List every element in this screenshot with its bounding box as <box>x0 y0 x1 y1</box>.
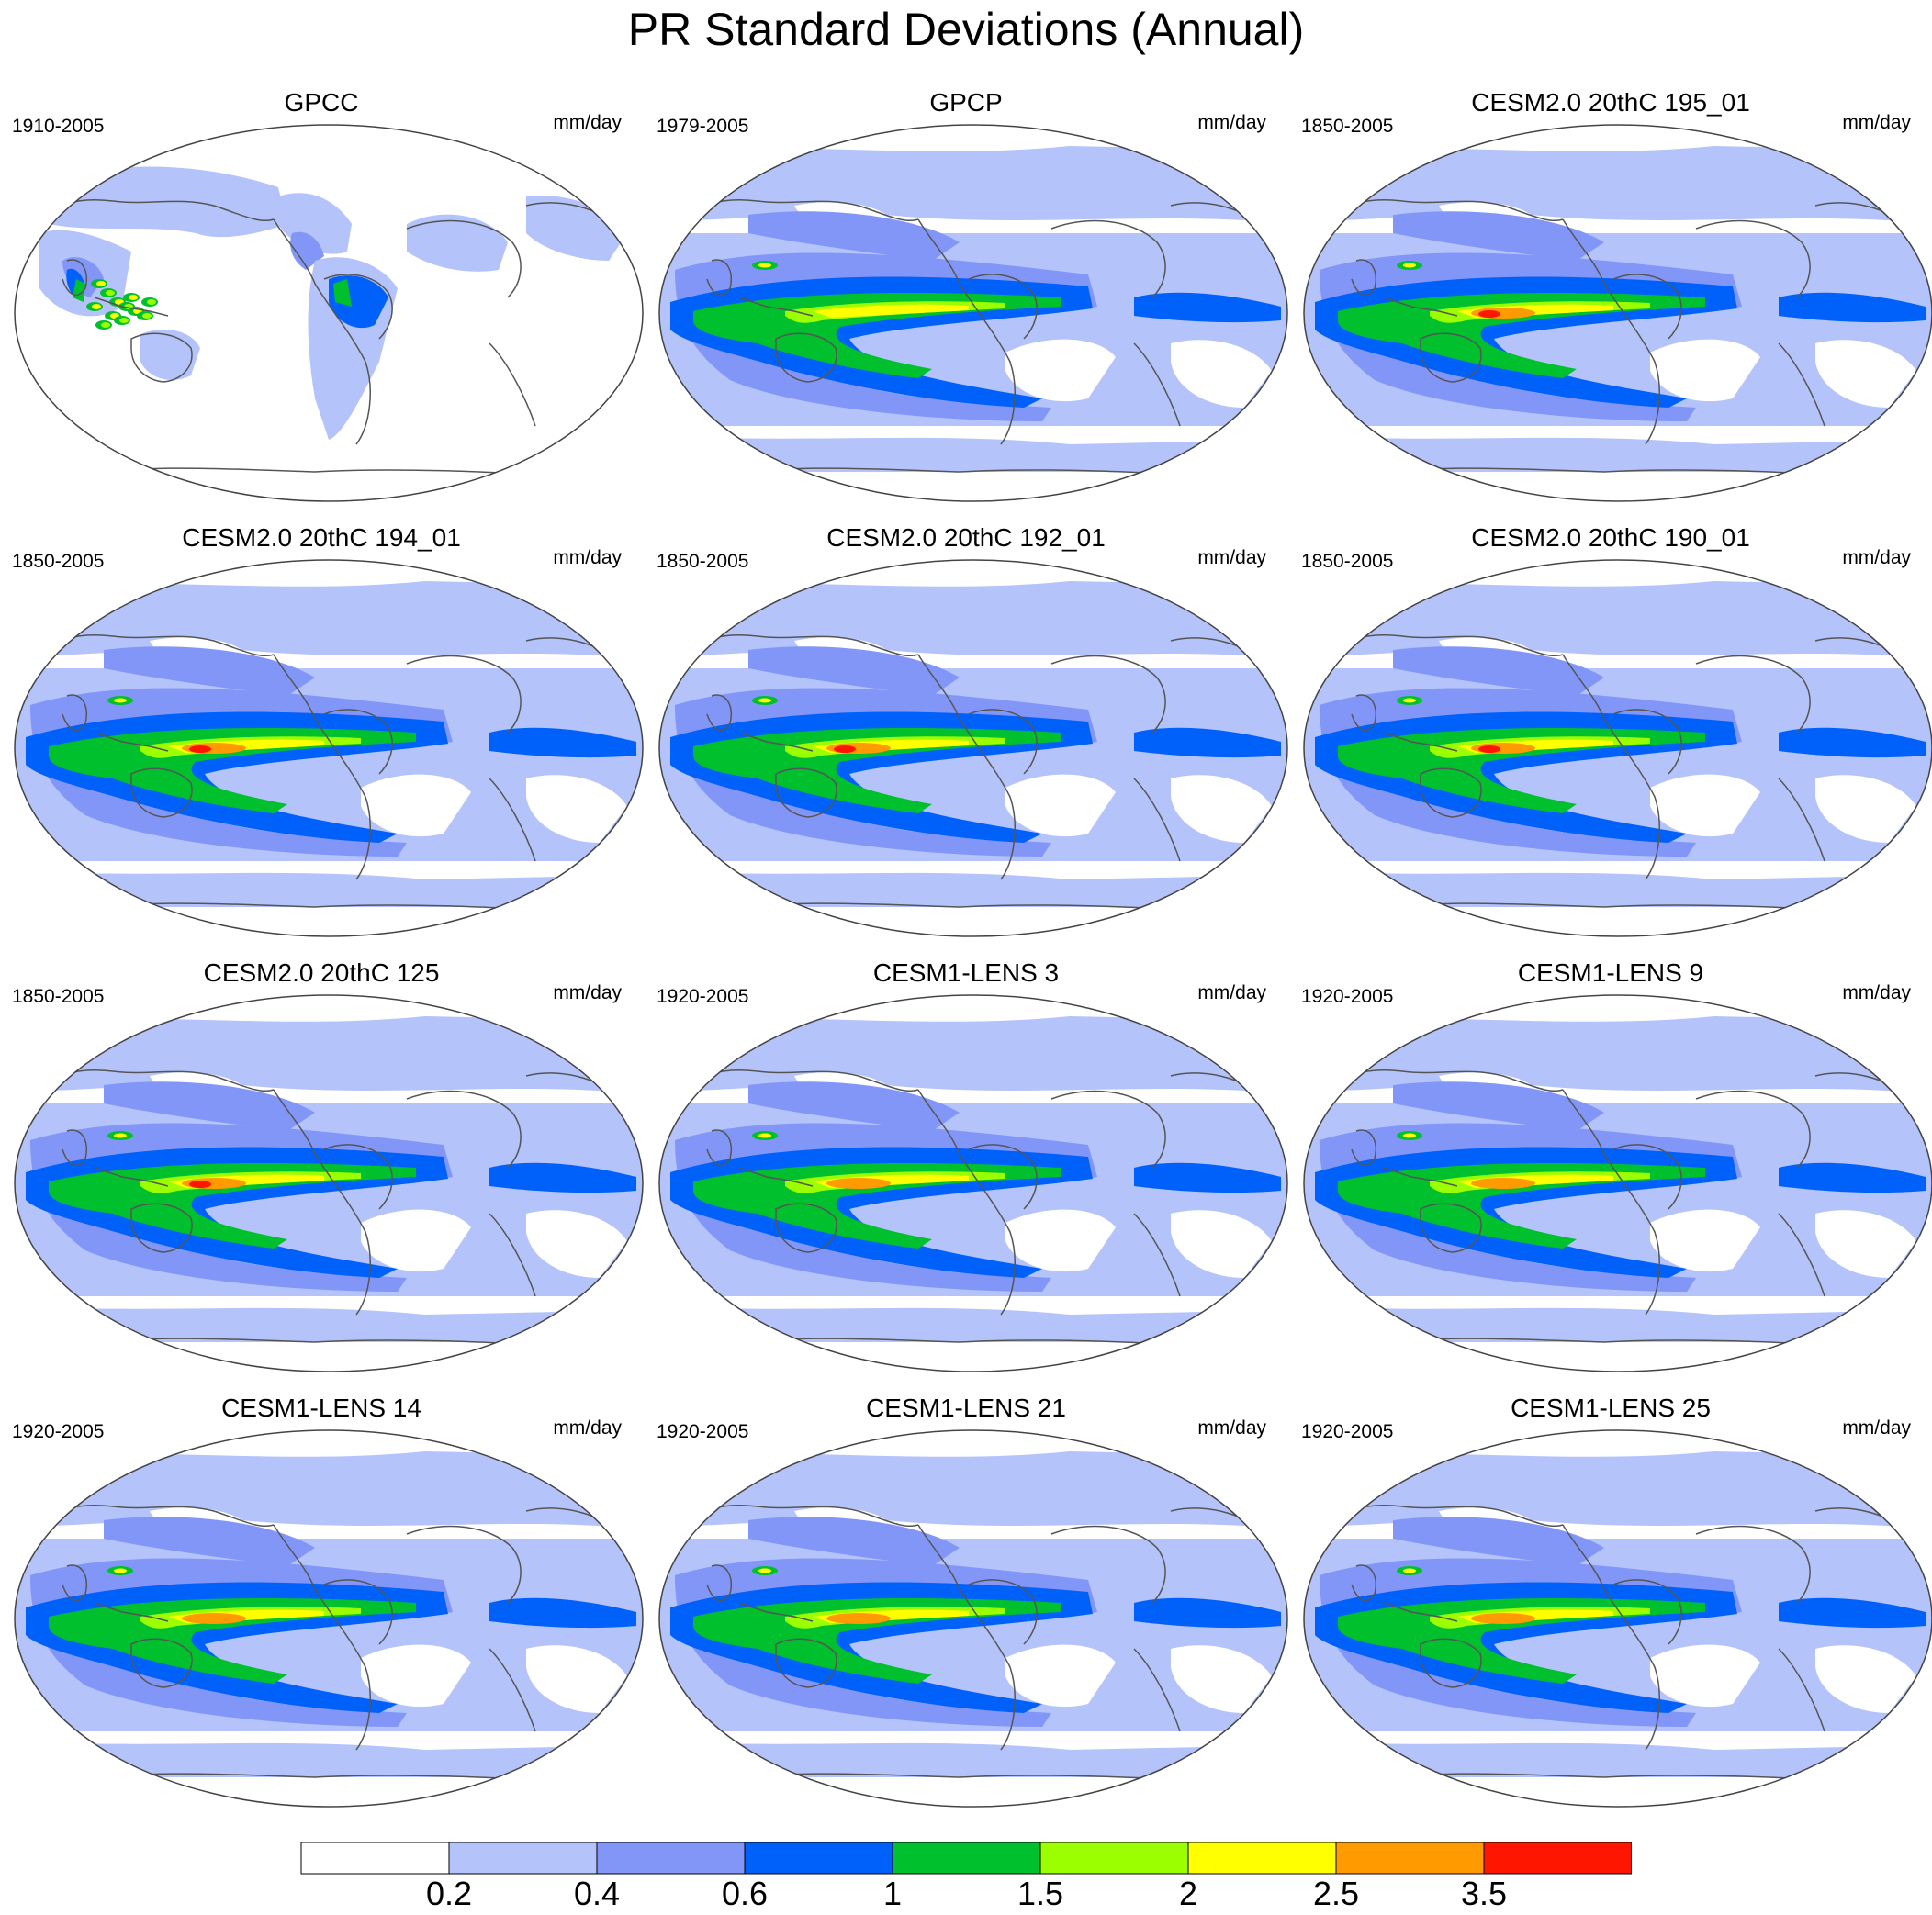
precip-std-map <box>658 1429 1288 1808</box>
colorbar-label: 2.5 <box>1312 1875 1360 1912</box>
map-panel: GPCP 1979-2005 mm/day <box>649 88 1288 524</box>
precip-std-map <box>14 1429 644 1808</box>
colorbar-box <box>596 1842 746 1875</box>
panel-years: 1850-2005 <box>657 551 749 572</box>
colorbar-label: 1.5 <box>1017 1875 1064 1912</box>
precip-std-map <box>658 994 1288 1372</box>
map-panel: CESM1-LENS 9 1920-2005 mm/day <box>1294 958 1932 1394</box>
panel-title: CESM1-LENS 25 <box>1511 1394 1711 1422</box>
panel-years: 1850-2005 <box>12 986 105 1007</box>
precip-std-map <box>658 124 1288 502</box>
panel-title: CESM1-LENS 21 <box>866 1394 1066 1422</box>
map-panel: CESM1-LENS 3 1920-2005 mm/day <box>649 958 1288 1394</box>
colorbar <box>300 1842 1632 1875</box>
panel-title: GPCC <box>284 88 359 117</box>
panel-title: GPCP <box>929 88 1003 117</box>
panel-title: CESM2.0 20thC 190_01 <box>1471 523 1750 552</box>
panel-units: mm/day <box>1197 112 1266 133</box>
panel-units: mm/day <box>1197 982 1266 1003</box>
colorbar-box <box>1039 1842 1189 1875</box>
precip-std-map <box>1303 994 1932 1372</box>
panel-units: mm/day <box>1842 1417 1911 1439</box>
colorbar-label: 3.5 <box>1460 1875 1508 1912</box>
colorbar-box <box>300 1842 450 1875</box>
colorbar-box <box>744 1842 893 1875</box>
precip-std-map <box>14 124 644 502</box>
panel-years: 1920-2005 <box>657 1421 749 1442</box>
map-panel: CESM2.0 20thC 190_01 1850-2005 mm/day <box>1294 523 1932 959</box>
colorbar-label: 0.6 <box>721 1875 769 1912</box>
panel-units: mm/day <box>1197 547 1266 568</box>
precip-std-map <box>1303 559 1932 937</box>
colorbar-box <box>1483 1842 1632 1875</box>
panel-years: 1850-2005 <box>12 551 105 572</box>
precip-std-map <box>1303 124 1932 502</box>
colorbar-label: 2 <box>1178 1875 1198 1912</box>
panel-title: CESM1-LENS 3 <box>872 958 1060 987</box>
map-panel: CESM1-LENS 25 1920-2005 mm/day <box>1294 1394 1932 1830</box>
panel-years: 1979-2005 <box>657 116 749 137</box>
panel-years: 1920-2005 <box>657 986 749 1007</box>
panel-units: mm/day <box>553 982 622 1003</box>
panel-units: mm/day <box>1842 982 1911 1003</box>
panel-title: CESM2.0 20thC 192_01 <box>826 523 1106 552</box>
precip-std-map <box>1303 1429 1932 1808</box>
panel-title: CESM1-LENS 14 <box>221 1394 421 1422</box>
map-panel: CESM2.0 20thC 195_01 1850-2005 mm/day <box>1294 88 1932 524</box>
panel-units: mm/day <box>1197 1417 1266 1439</box>
panel-years: 1910-2005 <box>12 116 105 137</box>
panel-units: mm/day <box>553 1417 622 1439</box>
precip-std-map <box>14 559 644 937</box>
colorbar-box <box>448 1842 598 1875</box>
map-panel: GPCC 1910-2005 mm/day <box>5 88 644 524</box>
colorbar-box <box>892 1842 1041 1875</box>
panel-title: CESM2.0 20thC 194_01 <box>182 523 461 552</box>
map-panel: CESM1-LENS 14 1920-2005 mm/day <box>5 1394 644 1830</box>
panel-units: mm/day <box>553 112 622 133</box>
map-panel: CESM2.0 20thC 194_01 1850-2005 mm/day <box>5 523 644 959</box>
panel-years: 1920-2005 <box>1301 1421 1394 1442</box>
panel-title: CESM2.0 20thC 125 <box>203 958 440 987</box>
panel-units: mm/day <box>1842 112 1911 133</box>
map-panel: CESM1-LENS 21 1920-2005 mm/day <box>649 1394 1288 1830</box>
map-panel: CESM2.0 20thC 192_01 1850-2005 mm/day <box>649 523 1288 959</box>
precip-std-map <box>14 994 644 1372</box>
colorbar-label: 0.2 <box>425 1875 473 1912</box>
panel-years: 1920-2005 <box>12 1421 105 1442</box>
colorbar-box <box>1335 1842 1485 1875</box>
panel-title: CESM2.0 20thC 195_01 <box>1471 88 1750 117</box>
panel-years: 1850-2005 <box>1301 551 1394 572</box>
panel-units: mm/day <box>1842 547 1911 568</box>
panel-years: 1920-2005 <box>1301 986 1394 1007</box>
precip-std-map <box>658 559 1288 937</box>
figure-title: PR Standard Deviations (Annual) <box>627 4 1305 55</box>
panel-units: mm/day <box>553 547 622 568</box>
panel-years: 1850-2005 <box>1301 116 1394 137</box>
colorbar-label: 0.4 <box>573 1875 621 1912</box>
colorbar-box <box>1187 1842 1337 1875</box>
colorbar-label: 1 <box>882 1875 903 1912</box>
map-panel: CESM2.0 20thC 125 1850-2005 mm/day <box>5 958 644 1394</box>
panel-title: CESM1-LENS 9 <box>1517 958 1704 987</box>
